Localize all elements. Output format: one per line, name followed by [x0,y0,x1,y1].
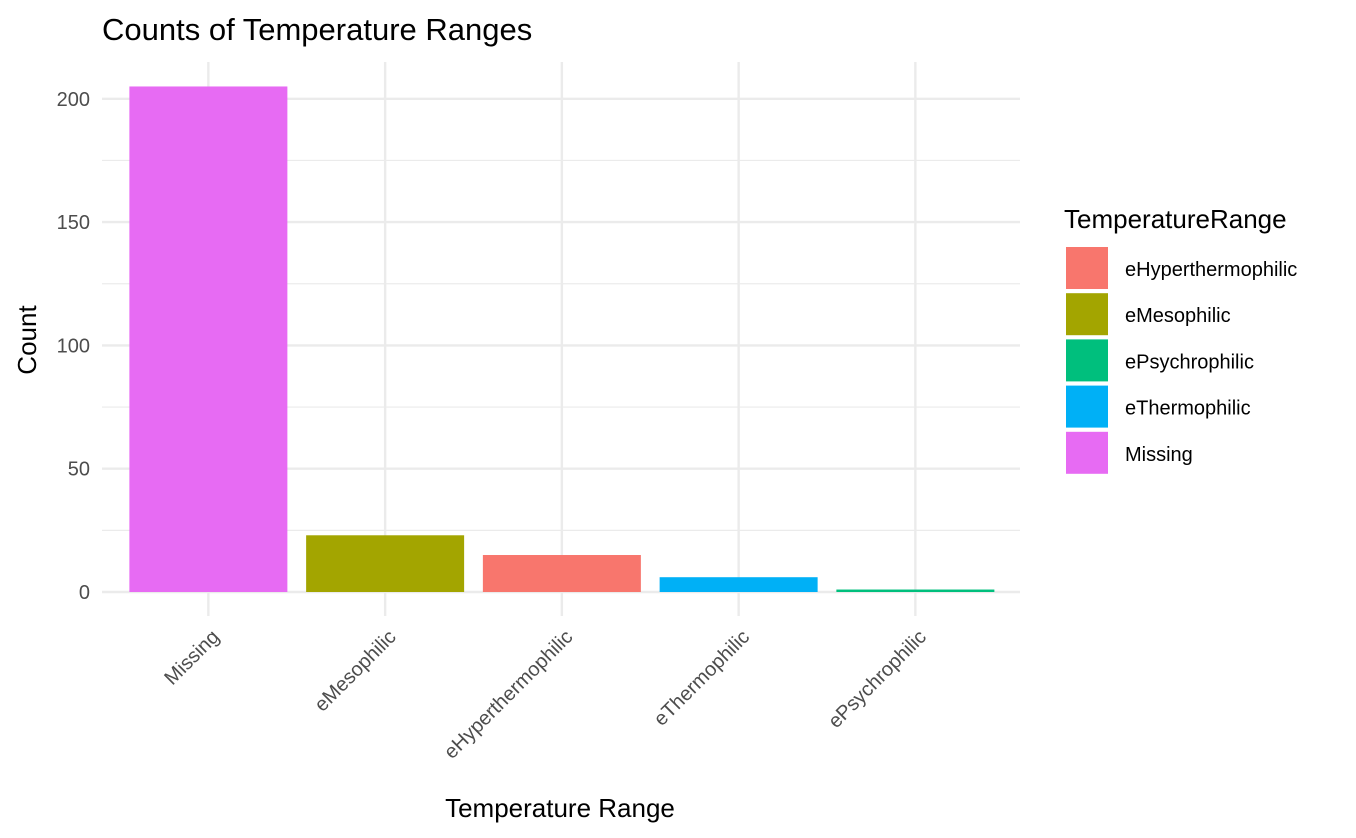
y-tick-label: 0 [79,582,90,604]
legend-swatch [1066,385,1108,428]
chart-title: Counts of Temperature Ranges [102,12,532,47]
legend-swatch [1066,293,1108,336]
bar-emesophilic [306,535,465,592]
legend-label: eMesophilic [1125,305,1231,327]
x-tick-label: eThermophilic [650,626,754,730]
x-tick-label: Missing [160,626,223,689]
bar-ethermophilic [659,577,818,592]
legend-label: Missing [1125,444,1193,466]
y-tick-label: 50 [68,459,90,481]
legend-items: eHyperthermophilic eMesophilic ePsychrophi… [1066,247,1297,474]
bar-missing [129,86,288,592]
x-tick-label: eHyperthermophilic [440,626,577,763]
bar-epsychrophilic [836,589,995,592]
legend-label: ePsychrophilic [1125,351,1254,373]
legend-swatch [1066,431,1108,474]
legend-label: eHyperthermophilic [1125,259,1297,281]
legend-swatch [1066,339,1108,382]
legend-label: eThermophilic [1125,398,1251,420]
y-axis-ticks: 0 50 100 150 200 [57,89,90,604]
x-axis-ticks: Missing eMesophilic eHyperthermophilic eThe… [160,626,930,763]
bars [129,86,995,592]
y-tick-label: 100 [57,335,90,357]
legend-swatch [1066,247,1108,289]
legend-title: TemperatureRange [1064,204,1287,234]
y-axis-title: Count [12,305,42,375]
y-tick-label: 200 [57,89,90,111]
x-axis-title: Temperature Range [445,793,675,823]
bar-ehyperthermophilic [482,555,641,592]
y-tick-label: 150 [57,212,90,234]
x-tick-label: eMesophilic [310,626,400,716]
x-tick-label: ePsychrophilic [824,626,931,733]
legend: TemperatureRange eHyperthermophilic eMeso… [1064,204,1297,474]
